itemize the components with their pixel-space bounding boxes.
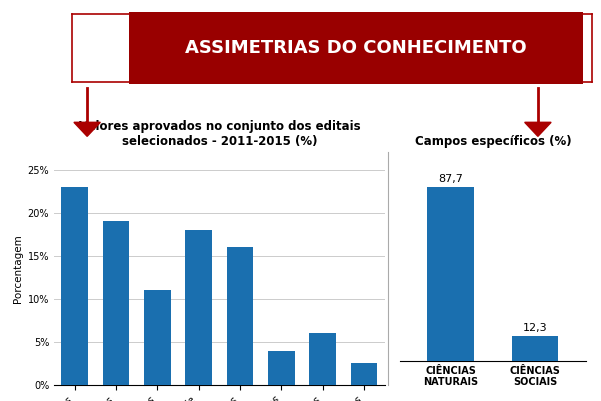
Bar (350, 363, 377, 385)
Bar (61, 187, 88, 385)
Text: ASSIMETRIAS DO CONHECIMENTO: ASSIMETRIAS DO CONHECIMENTO (185, 39, 527, 57)
Bar (310, 333, 336, 385)
Y-axis label: Porcentagem: Porcentagem (13, 234, 23, 303)
Title: Valores aprovados no conjunto dos editais
selecionados - 2011-2015 (%): Valores aprovados no conjunto dos editai… (79, 120, 360, 148)
Text: 12,3: 12,3 (523, 324, 548, 334)
Text: 87,7: 87,7 (438, 174, 463, 184)
Bar (268, 350, 294, 385)
Bar (103, 221, 129, 385)
Bar (227, 247, 254, 385)
Title: Campos específicos (%): Campos específicos (%) (415, 136, 571, 148)
Bar (427, 187, 474, 361)
Bar (144, 290, 171, 385)
Bar (185, 230, 212, 385)
Bar (512, 336, 558, 361)
